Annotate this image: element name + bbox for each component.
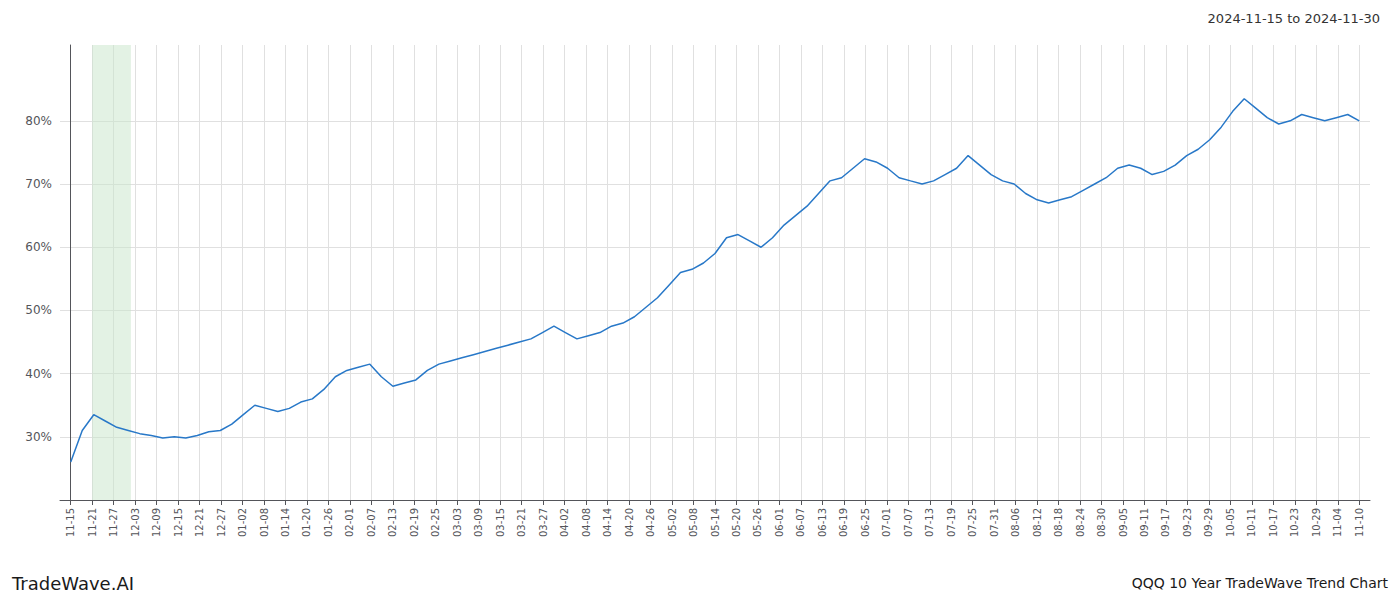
svg-text:09-05: 09-05 xyxy=(1118,508,1129,537)
svg-text:07-31: 07-31 xyxy=(989,508,1000,537)
svg-text:05-14: 05-14 xyxy=(710,508,721,537)
svg-text:10-23: 10-23 xyxy=(1289,508,1300,537)
svg-text:07-25: 07-25 xyxy=(967,508,978,537)
svg-text:01-14: 01-14 xyxy=(280,508,291,537)
svg-text:11-27: 11-27 xyxy=(108,508,119,537)
svg-text:08-06: 08-06 xyxy=(1010,508,1021,537)
svg-text:10-17: 10-17 xyxy=(1268,508,1279,537)
svg-text:06-13: 06-13 xyxy=(817,508,828,537)
svg-text:09-17: 09-17 xyxy=(1160,508,1171,537)
svg-text:10-05: 10-05 xyxy=(1225,508,1236,537)
svg-text:12-15: 12-15 xyxy=(173,508,184,537)
svg-text:05-26: 05-26 xyxy=(752,508,763,537)
svg-text:03-03: 03-03 xyxy=(452,508,463,537)
svg-text:05-02: 05-02 xyxy=(667,508,678,537)
svg-text:11-04: 11-04 xyxy=(1332,508,1343,537)
svg-text:02-25: 02-25 xyxy=(430,508,441,537)
svg-text:09-11: 09-11 xyxy=(1139,508,1150,537)
svg-text:12-27: 12-27 xyxy=(216,508,227,537)
svg-text:08-12: 08-12 xyxy=(1032,508,1043,537)
svg-text:12-03: 12-03 xyxy=(130,508,141,537)
svg-text:06-01: 06-01 xyxy=(774,508,785,537)
svg-text:01-02: 01-02 xyxy=(237,508,248,537)
svg-text:09-23: 09-23 xyxy=(1182,508,1193,537)
svg-text:03-27: 03-27 xyxy=(538,508,549,537)
svg-text:04-20: 04-20 xyxy=(624,508,635,537)
svg-text:2024-11-15 to 2024-11-30: 2024-11-15 to 2024-11-30 xyxy=(1208,11,1380,26)
svg-text:30%: 30% xyxy=(25,430,52,444)
svg-text:01-20: 01-20 xyxy=(301,508,312,537)
svg-text:05-20: 05-20 xyxy=(731,508,742,537)
svg-text:80%: 80% xyxy=(25,114,52,128)
svg-text:TradeWave.AI: TradeWave.AI xyxy=(11,573,134,594)
svg-text:01-26: 01-26 xyxy=(323,508,334,537)
svg-text:11-21: 11-21 xyxy=(87,508,98,537)
svg-text:11-15: 11-15 xyxy=(65,508,76,537)
svg-text:07-19: 07-19 xyxy=(946,508,957,537)
svg-text:04-08: 04-08 xyxy=(581,508,592,537)
svg-text:02-13: 02-13 xyxy=(387,508,398,537)
svg-text:04-14: 04-14 xyxy=(602,508,613,537)
svg-text:12-09: 12-09 xyxy=(151,508,162,537)
svg-text:08-30: 08-30 xyxy=(1096,508,1107,537)
svg-text:04-26: 04-26 xyxy=(645,508,656,537)
svg-text:09-29: 09-29 xyxy=(1203,508,1214,537)
svg-text:11-10: 11-10 xyxy=(1354,508,1365,537)
svg-text:60%: 60% xyxy=(25,240,52,254)
svg-text:03-09: 03-09 xyxy=(473,508,484,537)
svg-text:02-01: 02-01 xyxy=(344,508,355,537)
svg-text:07-13: 07-13 xyxy=(924,508,935,537)
svg-text:40%: 40% xyxy=(25,367,52,381)
svg-text:05-08: 05-08 xyxy=(688,508,699,537)
svg-text:07-01: 07-01 xyxy=(881,508,892,537)
svg-text:12-21: 12-21 xyxy=(194,508,205,537)
svg-text:06-25: 06-25 xyxy=(860,508,871,537)
svg-text:07-07: 07-07 xyxy=(903,508,914,537)
svg-text:70%: 70% xyxy=(25,177,52,191)
svg-text:10-11: 10-11 xyxy=(1246,508,1257,537)
svg-text:08-18: 08-18 xyxy=(1053,508,1064,537)
svg-text:03-21: 03-21 xyxy=(516,508,527,537)
svg-text:QQQ 10 Year TradeWave Trend Ch: QQQ 10 Year TradeWave Trend Chart xyxy=(1132,575,1389,591)
svg-text:08-24: 08-24 xyxy=(1075,508,1086,537)
svg-text:02-19: 02-19 xyxy=(409,508,420,537)
svg-text:50%: 50% xyxy=(25,303,52,317)
svg-text:04-02: 04-02 xyxy=(559,508,570,537)
svg-text:06-07: 06-07 xyxy=(795,508,806,537)
svg-text:10-29: 10-29 xyxy=(1311,508,1322,537)
svg-text:01-08: 01-08 xyxy=(259,508,270,537)
svg-text:06-19: 06-19 xyxy=(838,508,849,537)
svg-text:02-07: 02-07 xyxy=(366,508,377,537)
svg-text:03-15: 03-15 xyxy=(495,508,506,537)
